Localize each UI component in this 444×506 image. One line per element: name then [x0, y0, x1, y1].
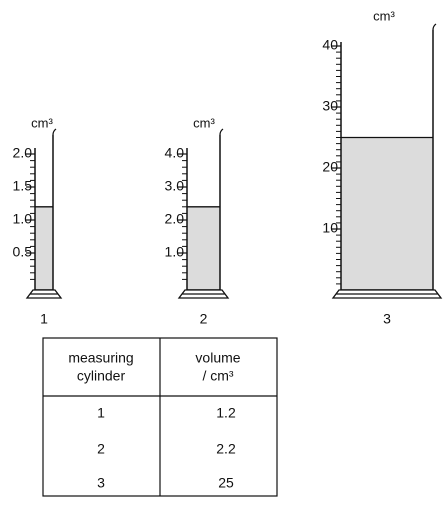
liquid — [187, 206, 220, 290]
unit-label: cm³ — [31, 115, 53, 130]
scale-label: 3.0 — [165, 178, 185, 194]
scale-label: 4.0 — [165, 145, 185, 161]
scale-label: 2.0 — [165, 211, 185, 227]
unit-label: cm³ — [373, 8, 395, 23]
table-header: volume — [195, 350, 240, 366]
scale-label: 0.5 — [13, 244, 33, 260]
table-cell: 2.2 — [216, 441, 236, 457]
scale-label: 30 — [322, 98, 338, 114]
scale-label: 40 — [322, 37, 338, 53]
unit-label: cm³ — [193, 115, 215, 130]
cylinder-label: 2 — [200, 311, 208, 327]
table-header: measuring — [68, 350, 133, 366]
table — [42, 337, 278, 497]
scale-label: 2.0 — [13, 145, 33, 161]
table-cell: 1 — [97, 405, 105, 421]
scale-label: 1.5 — [13, 178, 33, 194]
scale-label: 20 — [322, 159, 338, 175]
table-header: / cm³ — [202, 368, 233, 384]
table-cell: 1.2 — [216, 405, 236, 421]
base — [25, 289, 63, 299]
liquid — [35, 206, 53, 290]
cylinder-label: 3 — [383, 311, 391, 327]
table-cell: 3 — [97, 475, 105, 491]
scale-label: 10 — [322, 220, 338, 236]
base — [331, 289, 443, 299]
scale-label: 1.0 — [13, 211, 33, 227]
tube-rim — [432, 23, 437, 31]
cylinder-label: 1 — [40, 311, 48, 327]
tube-rim — [52, 128, 57, 136]
liquid — [341, 137, 433, 290]
table-cell: 2 — [97, 441, 105, 457]
base — [177, 289, 230, 299]
scale-label: 1.0 — [165, 244, 185, 260]
table-cell: 25 — [218, 475, 234, 491]
tube-rim — [219, 128, 224, 136]
table-header: cylinder — [77, 368, 126, 384]
